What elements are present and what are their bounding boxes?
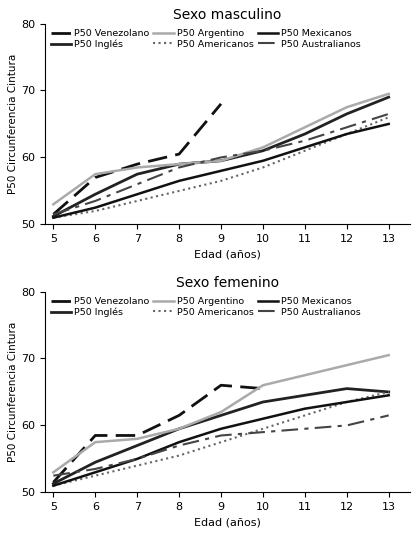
X-axis label: Edad (años): Edad (años) [194, 250, 261, 259]
Title: Sexo masculino: Sexo masculino [173, 9, 281, 23]
Legend: P50 Venezolano, P50 Inglés, P50 Argentino, P50 Americanos, P50 Mexicanos, P50 Au: P50 Venezolano, P50 Inglés, P50 Argentin… [50, 296, 362, 318]
Title: Sexo femenino: Sexo femenino [176, 277, 279, 291]
Y-axis label: P50 Circunferencia Cintura: P50 Circunferencia Cintura [8, 322, 18, 462]
Legend: P50 Venezolano, P50 Inglés, P50 Argentino, P50 Americanos, P50 Mexicanos, P50 Au: P50 Venezolano, P50 Inglés, P50 Argentin… [50, 28, 362, 50]
X-axis label: Edad (años): Edad (años) [194, 518, 261, 527]
Y-axis label: P50 Circunferencia Cintura: P50 Circunferencia Cintura [8, 54, 18, 194]
